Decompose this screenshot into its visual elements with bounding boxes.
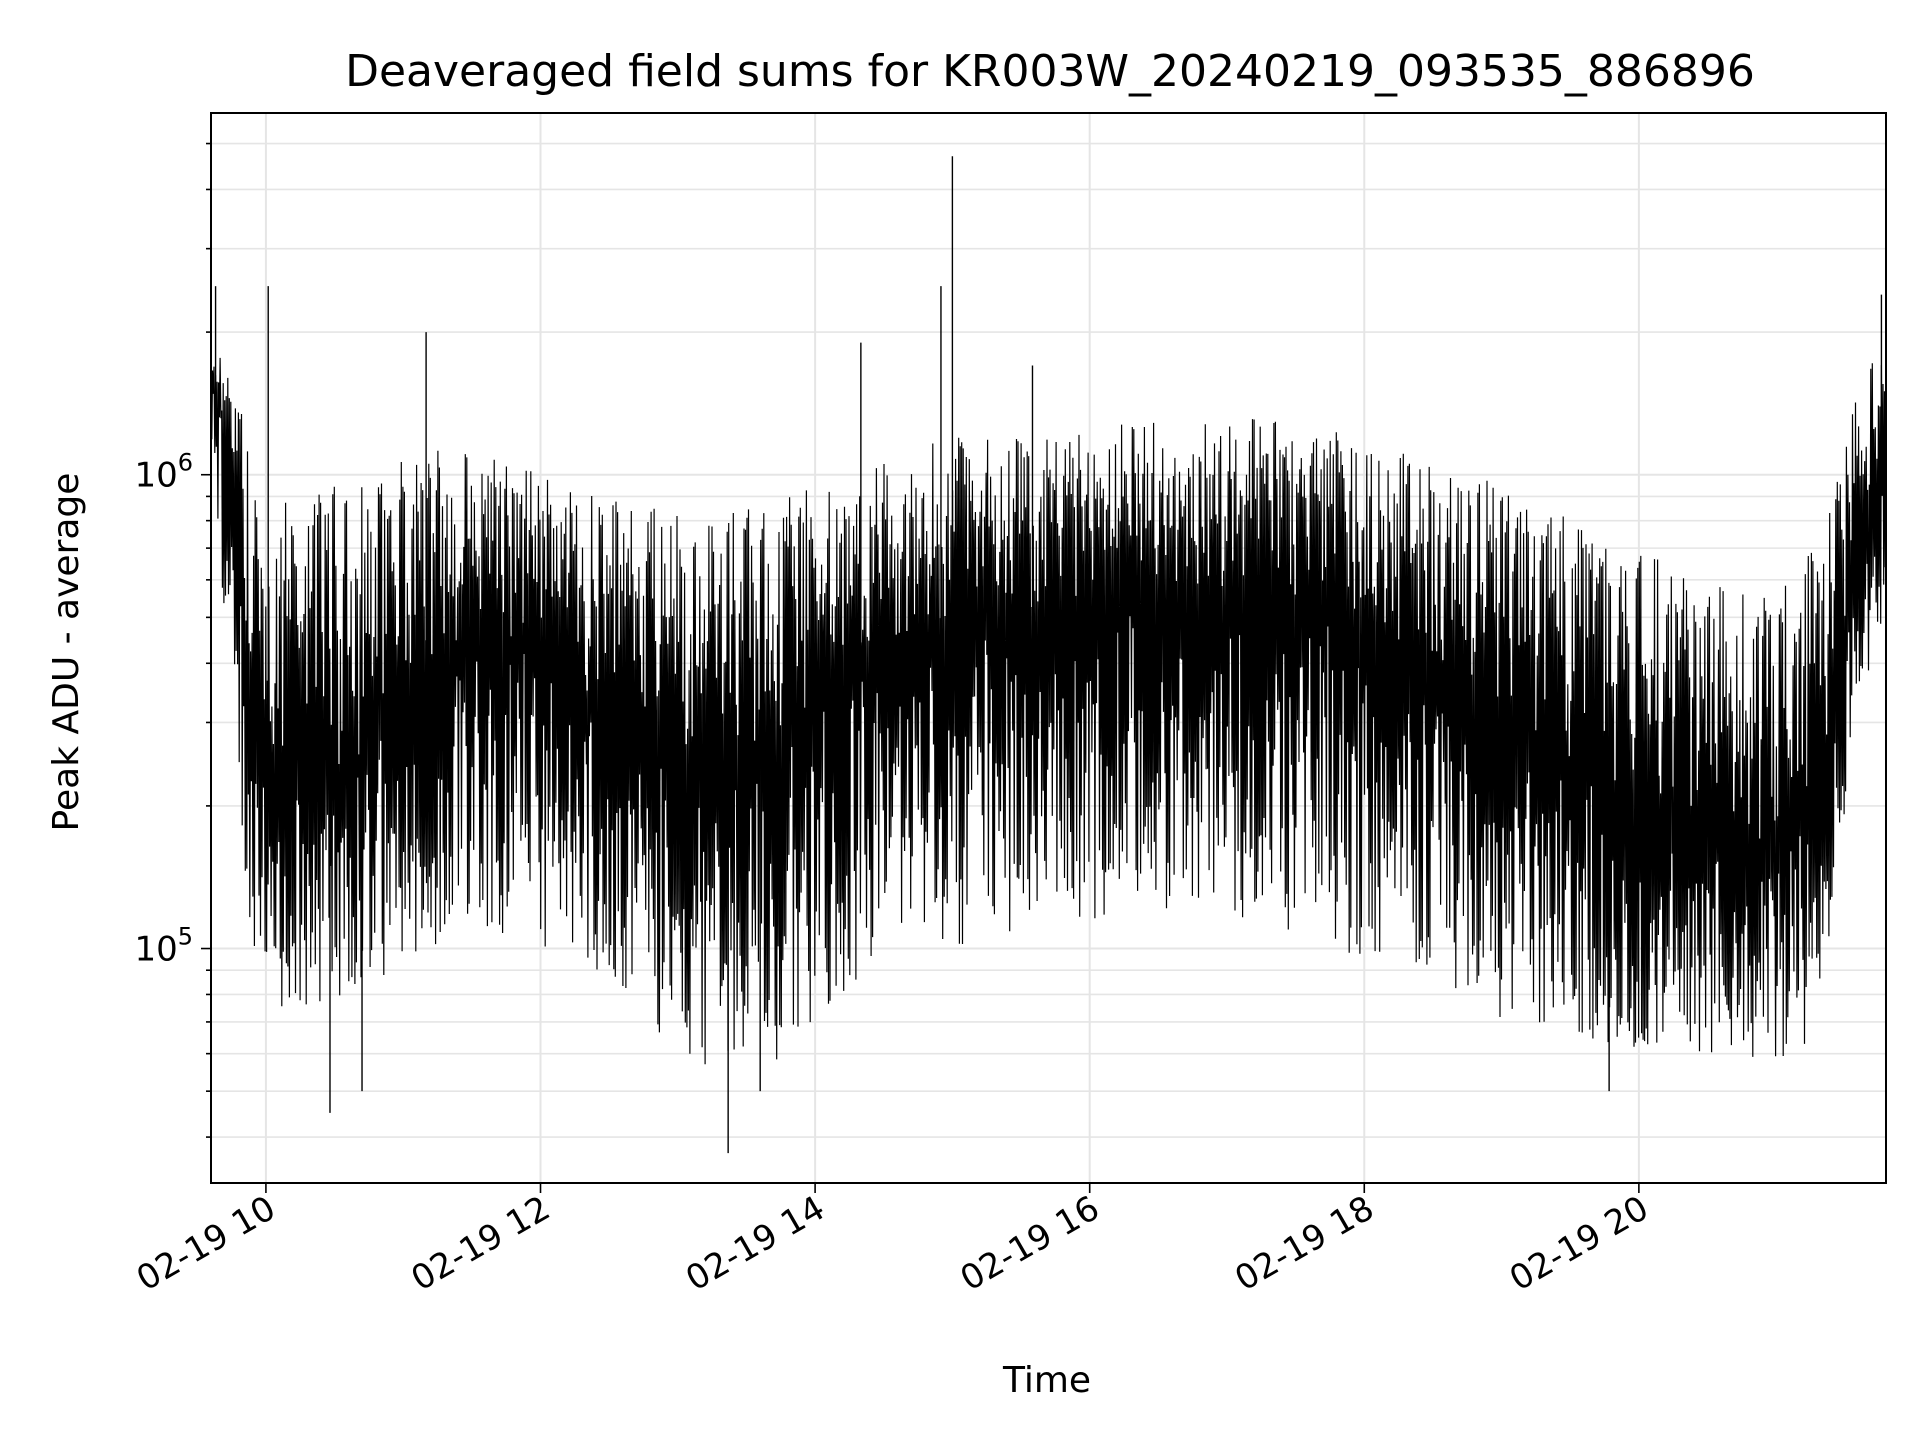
data-line-group xyxy=(210,156,1887,1154)
data-line xyxy=(210,357,1887,1065)
grid xyxy=(211,113,1886,1183)
y-axis-label: Peak ADU - average xyxy=(46,473,87,832)
chart-title: Deaveraged field sums for KR003W_2024021… xyxy=(345,46,1755,97)
x-axis-label: Time xyxy=(1002,1360,1091,1401)
y-axis: 105 106 xyxy=(134,142,211,1138)
y-tick-label: 106 xyxy=(134,449,193,496)
plot-frame xyxy=(210,112,1887,1184)
y-tick-label: 105 xyxy=(134,923,193,970)
